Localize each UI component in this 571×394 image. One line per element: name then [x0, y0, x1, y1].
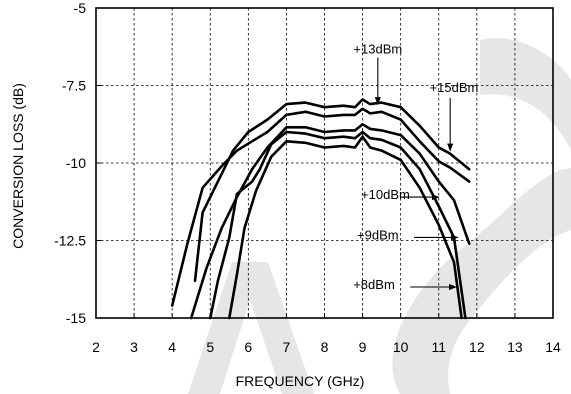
- annotation-label: +10dBm: [361, 187, 410, 202]
- annotation-label: +13dBm: [353, 41, 402, 56]
- x-tick-label: 2: [92, 339, 100, 355]
- watermark: [188, 38, 571, 394]
- x-tick-label: 11: [431, 339, 446, 355]
- x-tick-label: 3: [130, 339, 138, 355]
- series-layer: [170, 98, 471, 320]
- x-tick-label: 10: [393, 339, 409, 355]
- y-tick-label: -10: [66, 155, 86, 171]
- annotation-label: +15dBm: [430, 80, 479, 95]
- series-line-13dBm: [193, 98, 471, 283]
- x-axis-label: FREQUENCY (GHz): [236, 373, 365, 389]
- annotation-label: +9dBm: [357, 227, 399, 242]
- x-tick-label: 6: [244, 339, 252, 355]
- grid: [96, 8, 553, 318]
- series-line-8dBm: [228, 135, 463, 320]
- y-axis-label: CONVERSION LOSS (dB): [10, 83, 26, 249]
- x-axis-ticks: 2 3 4 5 6 7 8 9 10 11 12 13 14: [92, 313, 561, 355]
- x-tick-label: 14: [545, 339, 561, 355]
- y-tick-label: -12.5: [54, 233, 86, 249]
- x-tick-label: 5: [206, 339, 214, 355]
- x-tick-label: 13: [507, 339, 523, 355]
- y-tick-label: -15: [66, 310, 86, 326]
- y-tick-label: -7.5: [62, 78, 86, 94]
- annotation-label: +8dBm: [353, 277, 395, 292]
- x-tick-label: 9: [359, 339, 367, 355]
- series-line-15dBm: [170, 107, 471, 307]
- y-axis-ticks: -5 -7.5 -10 -12.5 -15: [54, 0, 101, 326]
- x-tick-label: 4: [168, 339, 176, 355]
- x-tick-label: 8: [321, 339, 329, 355]
- x-tick-label: 12: [469, 339, 485, 355]
- annotations: +13dBm +15dBm +10dBm +9dBm +8dBm: [353, 41, 478, 292]
- x-tick-label: 7: [283, 339, 291, 355]
- series-line-9dBm: [209, 130, 467, 320]
- y-tick-label: -5: [74, 0, 87, 16]
